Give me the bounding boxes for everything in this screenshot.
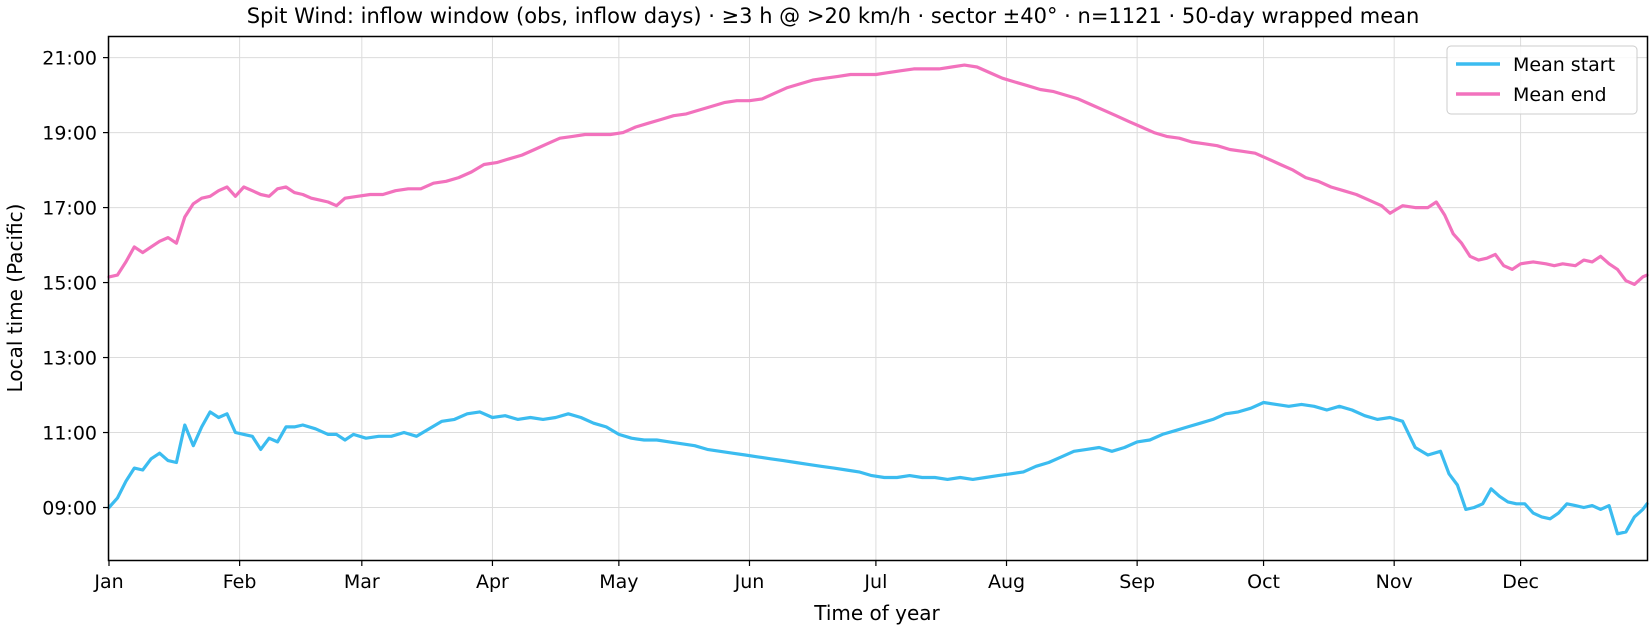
- y-tick-label-17-00: 17:00: [42, 198, 97, 220]
- x-tick-label-apr: Apr: [476, 571, 509, 593]
- y-tick-label-11-00: 11:00: [42, 423, 97, 445]
- x-tick-label-sep: Sep: [1119, 571, 1155, 593]
- x-tick-label-jan: Jan: [93, 571, 123, 593]
- series-line-mean-end: [107, 63, 1649, 286]
- y-tick-label-21-00: 21:00: [42, 48, 97, 70]
- x-tick-label-nov: Nov: [1376, 571, 1413, 593]
- x-tick-label-feb: Feb: [223, 571, 257, 593]
- grid: [108, 37, 1647, 560]
- legend: Mean start Mean end: [1446, 45, 1638, 115]
- x-tick-label-dec: Dec: [1502, 571, 1539, 593]
- x-tick-label-jun: Jun: [734, 571, 765, 593]
- y-tick-label-15-00: 15:00: [42, 273, 97, 295]
- x-tick-label-aug: Aug: [988, 571, 1025, 593]
- legend-label-mean-end: Mean end: [1513, 84, 1607, 106]
- y-tick-label-19-00: 19:00: [42, 123, 97, 145]
- chart-title: Spit Wind: inflow window (obs, inflow da…: [247, 4, 1420, 28]
- x-axis-label: Time of year: [813, 601, 940, 625]
- x-axis: Jan Feb Mar Apr May Jun Jul Aug Sep Oct Nov Dec: [93, 560, 1539, 593]
- plot-area-frame: [107, 35, 1649, 562]
- legend-label-mean-start: Mean start: [1513, 54, 1615, 76]
- x-tick-label-jul: Jul: [863, 571, 887, 593]
- series-line-mean-start: [107, 400, 1649, 536]
- y-tick-label-09-00: 09:00: [42, 498, 97, 520]
- y-tick-label-13-00: 13:00: [42, 348, 97, 370]
- y-axis-label: Local time (Pacific): [3, 204, 27, 393]
- x-tick-label-may: May: [599, 571, 638, 593]
- x-tick-label-mar: Mar: [344, 571, 380, 593]
- series-lines: [107, 63, 1649, 536]
- y-axis: 09:00 11:00 13:00 15:00 17:00 19:00 21:00: [42, 48, 109, 520]
- x-tick-label-oct: Oct: [1247, 571, 1280, 593]
